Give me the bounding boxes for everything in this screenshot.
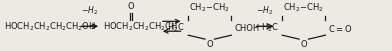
Text: $-$H$_2$: $-$H$_2$ bbox=[81, 4, 98, 17]
Text: O: O bbox=[207, 40, 213, 49]
Text: CH$_2$$-$CH$_2$: CH$_2$$-$CH$_2$ bbox=[189, 1, 230, 14]
Text: O: O bbox=[301, 40, 307, 49]
Text: CH$_2$$-$CH$_2$: CH$_2$$-$CH$_2$ bbox=[283, 1, 324, 14]
Text: HOCH$_2$CH$_2$CH$_2$CH: HOCH$_2$CH$_2$CH$_2$CH bbox=[103, 20, 178, 33]
Text: C$=$O: C$=$O bbox=[328, 23, 353, 34]
Text: H$_2$C: H$_2$C bbox=[167, 22, 185, 34]
Text: H$_2$C: H$_2$C bbox=[261, 22, 279, 34]
Text: HOCH$_2$CH$_2$CH$_2$CH$_2$OH: HOCH$_2$CH$_2$CH$_2$CH$_2$OH bbox=[4, 20, 96, 33]
Text: CHOH: CHOH bbox=[234, 24, 260, 33]
Text: O: O bbox=[128, 2, 134, 11]
Text: $-$H$_2$: $-$H$_2$ bbox=[256, 4, 274, 17]
